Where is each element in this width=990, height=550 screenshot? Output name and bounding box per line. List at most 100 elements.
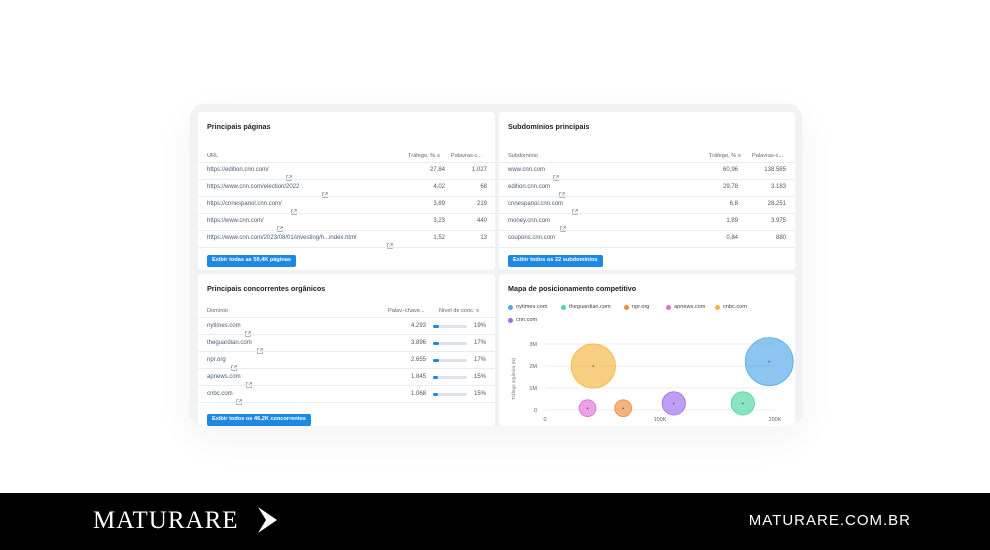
- col-level-header[interactable]: Nível de conc. ≡: [439, 308, 480, 314]
- competition-level-bar: [433, 325, 467, 328]
- traffic-value: 4,02: [433, 184, 445, 190]
- col-domain-header: Domínio: [207, 308, 228, 314]
- y-tick-label: 2M: [529, 364, 537, 370]
- keywords-value: 3.183: [770, 184, 786, 190]
- competition-level-bar: [433, 342, 467, 345]
- legend-item[interactable]: apnews.com: [666, 304, 705, 310]
- subdomain-link[interactable]: coupons.cnn.com: [508, 235, 556, 241]
- view-all-competitors-button[interactable]: Exibir todos os 46,2K concorrentes: [207, 414, 311, 426]
- keywords-value: 440: [476, 218, 487, 224]
- competition-level-value: 17%: [473, 340, 486, 346]
- subdomain-link[interactable]: edition.cnn.com: [508, 184, 551, 190]
- external-link-icon[interactable]: [236, 392, 242, 405]
- legend-item[interactable]: cnn.com: [508, 317, 537, 323]
- competitor-keywords-value: 2.655: [410, 357, 426, 363]
- row-divider: [198, 351, 495, 352]
- col-subdomain-header: Subdomínio: [508, 153, 538, 159]
- legend-item[interactable]: nytimes.com: [508, 304, 547, 310]
- top-pages-card: Principais páginas URL Tráfego, % ≡ Pala…: [198, 112, 495, 270]
- external-link-icon[interactable]: [553, 168, 559, 181]
- traffic-value: 6,8: [729, 201, 738, 207]
- col-traffic-header[interactable]: Tráfego, % ≡: [408, 153, 440, 159]
- row-divider: [499, 230, 795, 231]
- external-link-icon[interactable]: [572, 202, 578, 215]
- view-all-subdomains-button[interactable]: Exibir todos os 22 subdomínios: [508, 255, 603, 267]
- brand-logo[interactable]: MATURARE: [93, 507, 277, 535]
- col-sub-keywords-header[interactable]: Palavras-c...: [752, 153, 784, 159]
- external-link-icon[interactable]: [231, 358, 237, 371]
- external-link-icon[interactable]: [246, 375, 252, 388]
- header-divider: [499, 162, 795, 163]
- row-divider: [198, 196, 495, 197]
- site-url[interactable]: MATURARE.COM.BR: [748, 512, 911, 529]
- external-link-icon[interactable]: [277, 219, 283, 232]
- dashboard-panel: Principais páginas URL Tráfego, % ≡ Pala…: [190, 104, 802, 426]
- competitor-keywords-value: 3.896: [410, 340, 426, 346]
- page-url-link[interactable]: https://www.cnn.com/: [207, 218, 264, 224]
- subdomain-link[interactable]: cnnespanol.cnn.com: [508, 201, 564, 207]
- competitors-card: Principais concorrentes orgânicos Domíni…: [198, 274, 495, 426]
- sort-icon[interactable]: ≡: [737, 153, 741, 159]
- subdomain-link[interactable]: money.cnn.com: [508, 218, 550, 224]
- positioning-scatter-chart: 0 1M 2M 3M 0 100K 200K Tráfego orgânico (N): [511, 337, 794, 423]
- competitor-keywords-value: 4.293: [410, 323, 426, 329]
- page-url-link[interactable]: https://edition.cnn.com/: [207, 167, 269, 173]
- sort-icon[interactable]: ≡: [436, 153, 440, 159]
- traffic-value: 1,89: [726, 218, 738, 224]
- competitor-domain-link[interactable]: theguardian.com: [207, 340, 252, 346]
- subdomains-card: Subdomínios principais Subdomínio Tráfeg…: [499, 112, 795, 270]
- footer-bar: MATURARE MATURARE.COM.BR: [0, 493, 990, 550]
- header-divider: [198, 317, 495, 318]
- keywords-value: 219: [476, 201, 487, 207]
- row-divider: [499, 196, 795, 197]
- external-link-icon[interactable]: [387, 236, 393, 249]
- positioning-map-title: Mapa de posicionamento competitivo: [508, 284, 637, 293]
- external-link-icon[interactable]: [245, 324, 251, 337]
- subdomain-link[interactable]: www.cnn.com: [508, 167, 546, 173]
- competitor-domain-link[interactable]: npr.org: [207, 357, 226, 363]
- col-sub-traffic-header[interactable]: Tráfego, % ≡: [709, 153, 741, 159]
- keywords-value: 3.975: [770, 218, 786, 224]
- legend-dot-icon: [561, 304, 566, 310]
- external-link-icon[interactable]: [322, 185, 328, 198]
- col-comp-keywords-header[interactable]: Palav.-chave...: [388, 308, 425, 314]
- external-link-icon[interactable]: [257, 341, 263, 354]
- legend-item[interactable]: theguardian.com: [561, 304, 611, 310]
- external-link-icon[interactable]: [286, 168, 292, 181]
- page-url-link[interactable]: https://www.cnn.com/election/2022: [207, 184, 300, 190]
- external-link-icon[interactable]: [559, 185, 565, 198]
- legend-item[interactable]: npr.org: [624, 304, 649, 310]
- competitor-domain-link[interactable]: cnbc.com: [207, 391, 233, 397]
- legend-label: apnews.com: [674, 304, 706, 310]
- header-divider: [198, 162, 495, 163]
- y-tick-label: 3M: [529, 342, 537, 348]
- row-divider: [198, 179, 495, 180]
- legend-dot-icon: [508, 317, 513, 323]
- sort-icon[interactable]: ≡: [476, 308, 480, 314]
- external-link-icon[interactable]: [291, 202, 297, 215]
- row-divider: [499, 247, 795, 248]
- top-pages-title: Principais páginas: [207, 122, 271, 131]
- keywords-value: 28.251: [767, 201, 786, 207]
- external-link-icon[interactable]: [560, 219, 566, 232]
- page-url-link[interactable]: https://www.cnn.com/2023/08/01/investing…: [207, 235, 357, 241]
- row-divider: [499, 213, 795, 214]
- x-tick-label: 100K: [654, 417, 667, 423]
- keywords-value: 138.585: [764, 167, 786, 173]
- legend-item[interactable]: cnbc.com: [715, 304, 747, 310]
- y-axis-label: Tráfego orgânico (N): [511, 357, 516, 400]
- col-keywords-header[interactable]: Palavras-c...: [451, 153, 483, 159]
- y-tick-label: 0: [534, 408, 537, 414]
- competitors-title: Principais concorrentes orgânicos: [207, 284, 326, 293]
- x-tick-label: 200K: [769, 417, 782, 423]
- keywords-value: 13: [480, 235, 487, 241]
- competitor-domain-link[interactable]: nytimes.com: [207, 323, 241, 329]
- legend-label: theguardian.com: [569, 304, 611, 310]
- legend-dot-icon: [715, 304, 720, 310]
- page-url-link[interactable]: https://cnnespanol.cnn.com/: [207, 201, 282, 207]
- row-divider: [198, 213, 495, 214]
- row-divider: [198, 385, 495, 386]
- competitor-domain-link[interactable]: apnews.com: [207, 374, 241, 380]
- subdomains-title: Subdomínios principais: [508, 122, 590, 131]
- view-all-pages-button[interactable]: Exibir todas as 59,4K páginas: [207, 255, 296, 267]
